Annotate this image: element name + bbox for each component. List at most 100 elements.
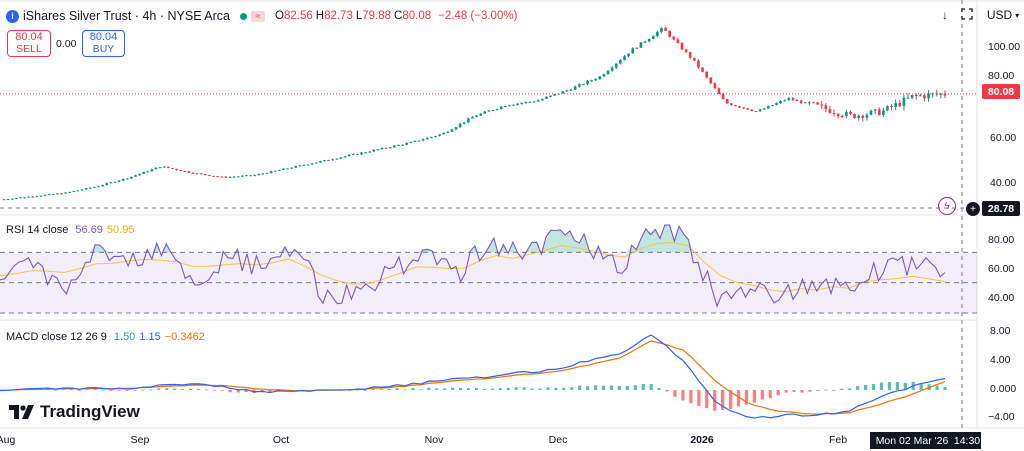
macd-histogram-bar: [387, 389, 391, 390]
currency-selector[interactable]: USD ▾: [984, 8, 1022, 22]
candle-body: [475, 115, 478, 118]
macd-histogram-bar: [157, 388, 161, 390]
candle-body: [709, 77, 713, 84]
wave-icon[interactable]: ≈: [251, 10, 266, 22]
macd-legend[interactable]: MACD close 12 26 9 1.50 1.15 −0.3462: [6, 331, 205, 343]
rsi-legend[interactable]: RSI 14 close 56.69 50.95: [6, 224, 134, 236]
candle-body: [68, 191, 72, 193]
candle-body: [697, 60, 700, 68]
candle-body: [191, 172, 195, 174]
macd-histogram-bar: [85, 389, 89, 391]
rsi-pane: [0, 224, 977, 314]
candle-body: [171, 167, 174, 169]
buy-button[interactable]: 80.04 BUY: [82, 30, 125, 57]
candle-body: [541, 98, 544, 101]
macd-histogram-bar: [673, 390, 677, 397]
candle-body: [483, 111, 487, 114]
macd-histogram-bar: [69, 389, 74, 391]
candle-body: [857, 115, 861, 119]
candle-body: [577, 84, 581, 87]
buy-price: 80.04: [89, 31, 118, 43]
candle-body: [421, 139, 425, 141]
macd-tick-4: 4.00: [990, 354, 1011, 366]
candle-body: [742, 107, 745, 109]
candle-body: [351, 153, 355, 155]
candle-body: [187, 171, 191, 173]
macd-histogram-bar: [895, 381, 899, 390]
macd-histogram-bar: [760, 390, 764, 400]
add-alert-icon[interactable]: +: [966, 202, 980, 216]
candle-body: [553, 94, 556, 96]
candle-body: [347, 154, 351, 157]
sell-button[interactable]: 80.04 SELL: [7, 30, 51, 57]
macd-histogram-bar: [538, 388, 542, 390]
candle-body: [664, 27, 667, 31]
candle-body: [898, 103, 902, 107]
candle-body: [705, 71, 708, 78]
candle-body: [528, 101, 532, 103]
macd-histogram-bar: [856, 385, 860, 390]
candle-body: [117, 180, 121, 182]
macd-histogram-bar: [125, 390, 129, 391]
candle-body: [314, 162, 318, 164]
candle-body: [80, 189, 84, 191]
candle-body: [845, 111, 848, 117]
macd-histogram-bar: [435, 388, 439, 390]
candle-body: [286, 168, 289, 170]
candle-body: [278, 170, 281, 172]
candle-body: [175, 168, 178, 171]
candle-body: [376, 149, 380, 151]
candle-body: [134, 175, 137, 177]
candle-body: [627, 53, 630, 57]
candle-body: [64, 192, 67, 194]
candle-body: [27, 196, 30, 198]
time-tick-2026: 2026: [690, 434, 714, 446]
candle-body: [734, 105, 737, 107]
scroll-down-icon[interactable]: ↓: [942, 8, 948, 22]
time-tick-feb: Feb: [828, 434, 848, 446]
candle-body: [302, 164, 306, 166]
macd-histogram-bar: [466, 388, 471, 390]
macd-histogram-bar: [411, 388, 415, 390]
macd-histogram-value: 1.50: [113, 331, 136, 343]
candle-body: [72, 191, 76, 193]
macd-histogram-bar: [578, 385, 582, 390]
candle-body: [343, 156, 347, 158]
candle-body: [310, 163, 314, 165]
crosshair-price-tag: 28.78: [982, 201, 1020, 216]
candle-body: [306, 164, 310, 166]
macd-histogram-bar: [482, 388, 487, 390]
candle-body: [808, 102, 811, 104]
candle-body: [840, 115, 844, 117]
lightning-icon[interactable]: ϟ: [938, 197, 956, 215]
rsi-title: RSI 14 close: [6, 224, 69, 236]
fullscreen-icon[interactable]: [960, 8, 974, 20]
candle-body: [405, 142, 408, 145]
macd-histogram-bar: [451, 387, 455, 390]
candle-body: [2, 199, 6, 201]
candle-body: [101, 185, 104, 187]
macd-histogram-bar: [776, 390, 780, 396]
candle-body: [236, 176, 240, 178]
market-status-icon: [240, 12, 248, 20]
symbol-legend[interactable]: i iShares Silver Trust · 4h · NYSE Arca …: [6, 9, 520, 23]
spread-value: 0.00: [56, 38, 77, 50]
candle-body: [84, 188, 88, 190]
macd-histogram-bar: [363, 389, 367, 391]
macd-signal-line: [0, 340, 946, 415]
candle-body: [39, 195, 43, 197]
macd-histogram-bar: [498, 388, 502, 390]
tradingview-logo[interactable]: TradingView: [9, 402, 140, 422]
symbol-title[interactable]: iShares Silver Trust · 4h · NYSE Arca: [23, 9, 231, 23]
candle-body: [467, 118, 470, 123]
candle-body: [799, 100, 803, 103]
macd-histogram-bar: [133, 390, 137, 391]
macd-histogram-bar: [824, 389, 828, 391]
candle-body: [339, 157, 343, 159]
macd-title: MACD close 12 26 9: [6, 331, 107, 343]
macd-histogram-bar: [403, 389, 407, 391]
macd-histogram-bar: [141, 389, 145, 391]
cursor-time-tag: 14:30: [953, 432, 981, 449]
candle-body: [590, 80, 593, 82]
